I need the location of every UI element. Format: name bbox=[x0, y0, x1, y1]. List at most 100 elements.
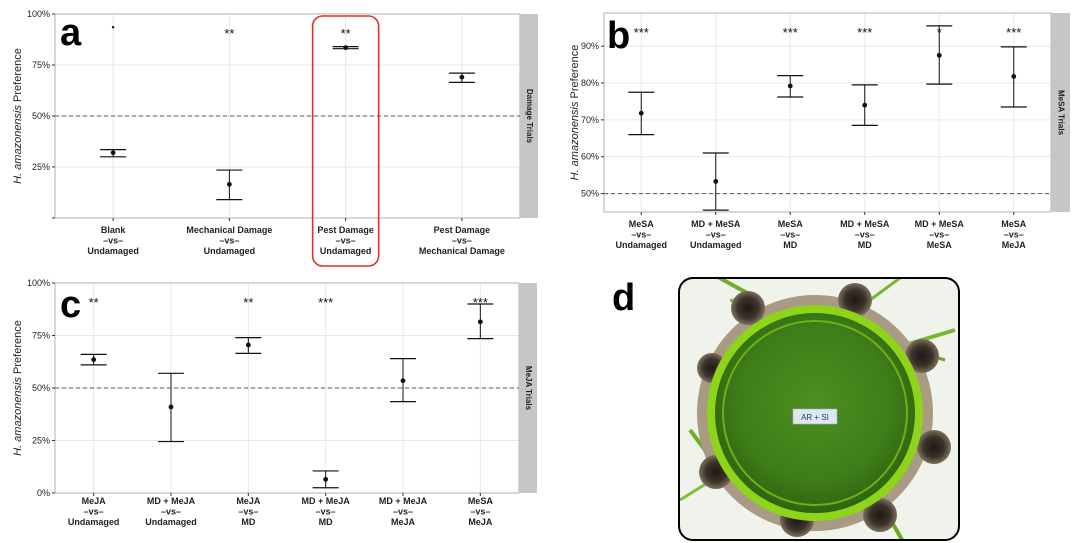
x-tick-label: Mechanical Damage bbox=[419, 246, 505, 256]
x-tick-label: MD bbox=[319, 517, 333, 527]
y-tick-label: 60% bbox=[581, 152, 599, 162]
plot-area bbox=[604, 13, 1051, 212]
x-tick-label: –vs– bbox=[238, 507, 258, 517]
panel-c: MeJA Trials 0% 25% 50% 75% 100% H. amazonensis… bbox=[12, 278, 537, 527]
x-tick-label: Blank bbox=[101, 225, 127, 235]
y-tick-label: 100% bbox=[27, 278, 50, 288]
x-tick-label: –vs– bbox=[103, 236, 123, 246]
y-axis-label: H. amazonensis Preference bbox=[12, 320, 24, 456]
x-tick-label: Pest Damage bbox=[317, 225, 374, 235]
y-tick-label: 90% bbox=[581, 41, 599, 51]
x-tick-label: Undamaged bbox=[145, 517, 197, 527]
x-tick-label: Undamaged bbox=[615, 240, 667, 250]
x-tick-label: MD + MeSA bbox=[840, 219, 890, 229]
y-tick-label: 25% bbox=[32, 436, 50, 446]
y-tick-label: 50% bbox=[581, 189, 599, 199]
x-tick-label: MeSA bbox=[778, 219, 804, 229]
arena-label-tag bbox=[792, 408, 838, 425]
x-tick-label: Undamaged bbox=[68, 517, 120, 527]
y-tick-label: 50% bbox=[32, 383, 50, 393]
facet-strip bbox=[1051, 13, 1070, 212]
x-tick-label: –vs– bbox=[929, 230, 949, 240]
panel-d-photo: AR + SI bbox=[678, 277, 960, 541]
mean-point bbox=[936, 52, 942, 58]
x-tick-label: MeSA bbox=[927, 240, 953, 250]
significance-label: *** bbox=[1006, 25, 1021, 40]
outlier-point bbox=[111, 26, 115, 29]
mean-point bbox=[477, 319, 483, 325]
y-axis-label-species: H. amazonensis bbox=[12, 105, 24, 184]
significance-label: ** bbox=[224, 26, 234, 41]
y-tick-label: 80% bbox=[581, 78, 599, 88]
x-tick-label: –vs– bbox=[470, 507, 490, 517]
x-tick-label: –vs– bbox=[855, 230, 875, 240]
x-tick-label: MD bbox=[783, 240, 797, 250]
x-tick-label: MeSA bbox=[629, 219, 655, 229]
x-tick-label: –vs– bbox=[336, 236, 356, 246]
panel-a: Damage Trials 25% 50% 75% 100% H. amazonensis… bbox=[12, 9, 538, 267]
x-tick-label: MeJA bbox=[1002, 240, 1027, 250]
x-tick-label: –vs– bbox=[393, 507, 413, 517]
mean-point bbox=[110, 150, 116, 156]
x-tick-label: –vs– bbox=[706, 230, 726, 240]
x-tick-label: Undamaged bbox=[204, 246, 256, 256]
y-tick-label: 70% bbox=[581, 115, 599, 125]
mean-point bbox=[787, 83, 793, 89]
x-tick-label: MD + MeJA bbox=[302, 496, 351, 506]
y-axis-label: H. amazonensis Preference bbox=[12, 48, 24, 184]
significance-label: *** bbox=[318, 295, 333, 310]
x-tick-label: MeSA bbox=[468, 496, 494, 506]
significance-label: ** bbox=[243, 295, 253, 310]
y-tick-label: 100% bbox=[27, 9, 50, 19]
mean-point bbox=[245, 342, 251, 348]
panel-b: MeSA Trials 50% 60% 70% 80% 90% H. amazonensis… bbox=[569, 12, 1070, 250]
y-axis-label-text: Preference bbox=[12, 320, 24, 377]
mean-point bbox=[638, 110, 644, 116]
y-axis-label-species: H. amazonensis bbox=[569, 101, 581, 180]
facet-strip-label: MeSA Trials bbox=[1056, 90, 1065, 136]
x-tick-label: MeJA bbox=[391, 517, 416, 527]
x-tick-label: Pest Damage bbox=[434, 225, 491, 235]
x-tick-label: –vs– bbox=[84, 507, 104, 517]
mean-point bbox=[343, 45, 349, 51]
x-tick-label: –vs– bbox=[1004, 230, 1024, 240]
panel-letter-c: c bbox=[60, 284, 81, 326]
significance-label: ** bbox=[341, 26, 351, 41]
mean-point bbox=[226, 181, 232, 187]
photo-frame bbox=[678, 277, 960, 541]
x-tick-label: MeJA bbox=[468, 517, 493, 527]
x-tick-label: MD + MeJA bbox=[379, 496, 428, 506]
mean-point bbox=[323, 476, 329, 482]
x-tick-label: MeJA bbox=[236, 496, 261, 506]
panel-letter-a: a bbox=[60, 12, 82, 54]
facet-strip-label: MeJA Trials bbox=[524, 366, 533, 411]
significance-label: * bbox=[937, 25, 942, 40]
y-axis-label-text: Preference bbox=[569, 45, 581, 102]
arena-label-text: AR + SI bbox=[801, 413, 829, 422]
x-tick-label: MeJA bbox=[82, 496, 107, 506]
significance-label: *** bbox=[783, 25, 798, 40]
significance-label: *** bbox=[857, 25, 872, 40]
mean-point bbox=[713, 179, 719, 184]
x-tick-label: MD bbox=[241, 517, 255, 527]
panel-letter-b: b bbox=[607, 15, 630, 57]
x-tick-label: –vs– bbox=[161, 507, 181, 517]
significance-label: *** bbox=[634, 25, 649, 40]
facet-strip bbox=[519, 283, 537, 493]
y-axis-label-text: Preference bbox=[12, 48, 24, 105]
x-tick-label: MD + MeSA bbox=[915, 219, 965, 229]
y-tick-label: 25% bbox=[32, 162, 50, 172]
x-tick-label: Mechanical Damage bbox=[186, 225, 272, 235]
panel-letter-d: d bbox=[612, 277, 635, 319]
significance-label: *** bbox=[473, 295, 488, 310]
x-tick-label: Undamaged bbox=[87, 246, 139, 256]
x-tick-label: –vs– bbox=[631, 230, 651, 240]
x-tick-label: Undamaged bbox=[690, 240, 742, 250]
mean-point bbox=[400, 378, 406, 384]
x-tick-label: MeSA bbox=[1001, 219, 1027, 229]
x-tick-label: –vs– bbox=[780, 230, 800, 240]
y-tick-label: 0% bbox=[37, 488, 50, 498]
x-tick-label: –vs– bbox=[316, 507, 336, 517]
x-tick-label: MD + MeJA bbox=[147, 496, 196, 506]
